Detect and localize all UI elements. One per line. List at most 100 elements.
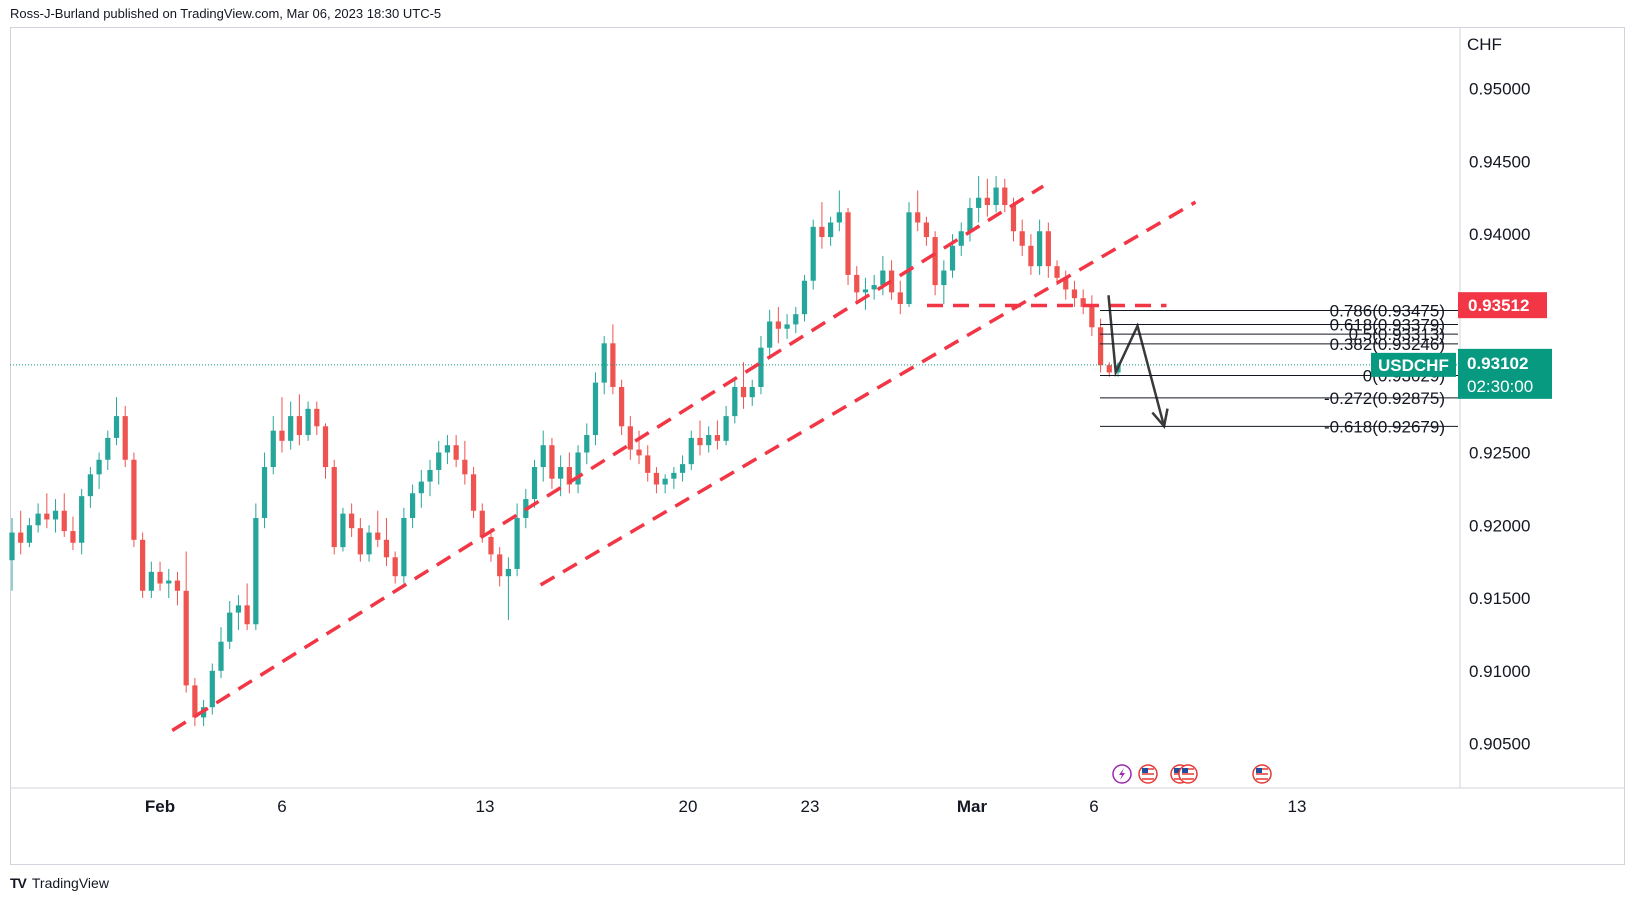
symbol-badge — [1371, 352, 1456, 377]
candle-body — [305, 408, 311, 436]
flag-canton — [1256, 768, 1262, 773]
footer[interactable]: TV TradingView — [10, 875, 109, 891]
candle-body — [775, 321, 781, 329]
candle-body — [436, 452, 442, 470]
candle-body — [767, 321, 773, 348]
candle-body — [1080, 298, 1086, 307]
candle-body — [340, 513, 346, 548]
candle-body — [279, 430, 285, 441]
candle-body — [679, 464, 686, 473]
candle-body — [819, 226, 825, 238]
candle-body — [174, 580, 181, 591]
candle-body — [26, 525, 33, 543]
candle-body — [967, 207, 973, 232]
candle-body — [470, 474, 477, 511]
current-price-text: 0.93102 — [1467, 354, 1528, 373]
y-tick-label: 0.92500 — [1469, 443, 1530, 462]
x-tick-label: 13 — [1288, 797, 1307, 816]
candle-body — [592, 382, 599, 436]
candle-body — [854, 274, 860, 293]
candle-body — [915, 212, 921, 223]
candle-body — [331, 467, 337, 548]
candle-body — [140, 539, 146, 591]
candle-body — [540, 445, 546, 468]
flag-canton — [1142, 768, 1148, 773]
axes-group: CHF 0.95000 0.94500 0.94000 0.92500 0.92000 0.… — [10, 27, 1625, 816]
candle-body — [862, 289, 869, 293]
x-tick-label: 6 — [277, 797, 286, 816]
candle-body — [1019, 231, 1025, 246]
candle-body — [549, 445, 555, 479]
fib-level-label: 0.5(0.93313) — [1349, 325, 1445, 344]
candle-body — [558, 467, 564, 479]
candle-body — [1106, 365, 1112, 373]
fib-level-label: 0.618(0.93379) — [1330, 316, 1445, 335]
candle-body — [688, 437, 694, 465]
candle-body — [61, 510, 67, 532]
candle-body — [1054, 266, 1060, 278]
x-tick-label: 23 — [801, 797, 820, 816]
candle-body — [244, 605, 250, 625]
candle-body — [1010, 205, 1017, 232]
candle-body — [96, 459, 102, 475]
candle-body — [192, 685, 198, 718]
candle-body — [1002, 187, 1008, 206]
resistance-price-badge — [1458, 292, 1547, 319]
candle-body — [828, 222, 834, 238]
tradingview-logo-icon: TV — [10, 875, 27, 891]
candle-body — [44, 513, 50, 520]
y-tick-label: 0.94000 — [1469, 225, 1530, 244]
candle-body — [357, 528, 363, 555]
candle-body — [488, 536, 494, 555]
x-tick-label: Mar — [957, 797, 988, 816]
candle-body — [810, 226, 816, 281]
candle-body — [235, 605, 242, 613]
candle-body — [383, 539, 390, 558]
y-tick-label: 0.92000 — [1469, 516, 1530, 535]
candle-body — [976, 197, 982, 208]
candle-body — [70, 531, 76, 543]
y-tick-label: 0.95000 — [1469, 80, 1530, 99]
candle-body — [514, 517, 520, 569]
candle-body — [227, 612, 233, 642]
candle-body — [453, 445, 459, 460]
candle-body — [497, 554, 503, 577]
candle-body — [723, 416, 729, 441]
candle-body — [993, 187, 999, 206]
candle-body — [784, 324, 790, 329]
candle-body — [836, 212, 842, 223]
candle-body — [462, 459, 468, 475]
candle-body — [261, 467, 268, 518]
candle-body — [401, 517, 407, 577]
x-tick-label: 6 — [1089, 797, 1098, 816]
candle-body — [366, 532, 372, 555]
x-tick-label: 20 — [679, 797, 698, 816]
flag-canton — [1182, 768, 1188, 773]
candle-body — [479, 510, 485, 537]
candle-body — [122, 416, 128, 460]
candle-body — [845, 212, 851, 275]
candle-body — [575, 452, 581, 485]
symbol-badge-text: USDCHF — [1378, 356, 1449, 375]
candle-body — [793, 314, 799, 325]
fib-level-label: 0.786(0.93475) — [1330, 302, 1445, 321]
candle-body — [270, 430, 276, 468]
candle-body — [653, 472, 660, 485]
candle-body — [288, 416, 294, 441]
candle-body — [1089, 306, 1095, 328]
price-labels-group: 0.93512 USDCHF 0.93102 02:30:00 — [1371, 292, 1552, 399]
candle-body — [758, 347, 764, 387]
candle-body — [906, 212, 912, 305]
candle-body — [941, 270, 947, 286]
candle-body — [888, 270, 895, 293]
candle-body — [601, 343, 607, 383]
candle-body — [1045, 231, 1051, 267]
candle-body — [1071, 289, 1078, 299]
candle-body — [314, 408, 320, 427]
candle-body — [157, 571, 163, 584]
x-tick-label: Feb — [145, 797, 175, 816]
candle-body — [897, 292, 903, 305]
candle-body — [880, 270, 886, 286]
fib-level-label: -0.618(0.92679) — [1324, 417, 1445, 436]
